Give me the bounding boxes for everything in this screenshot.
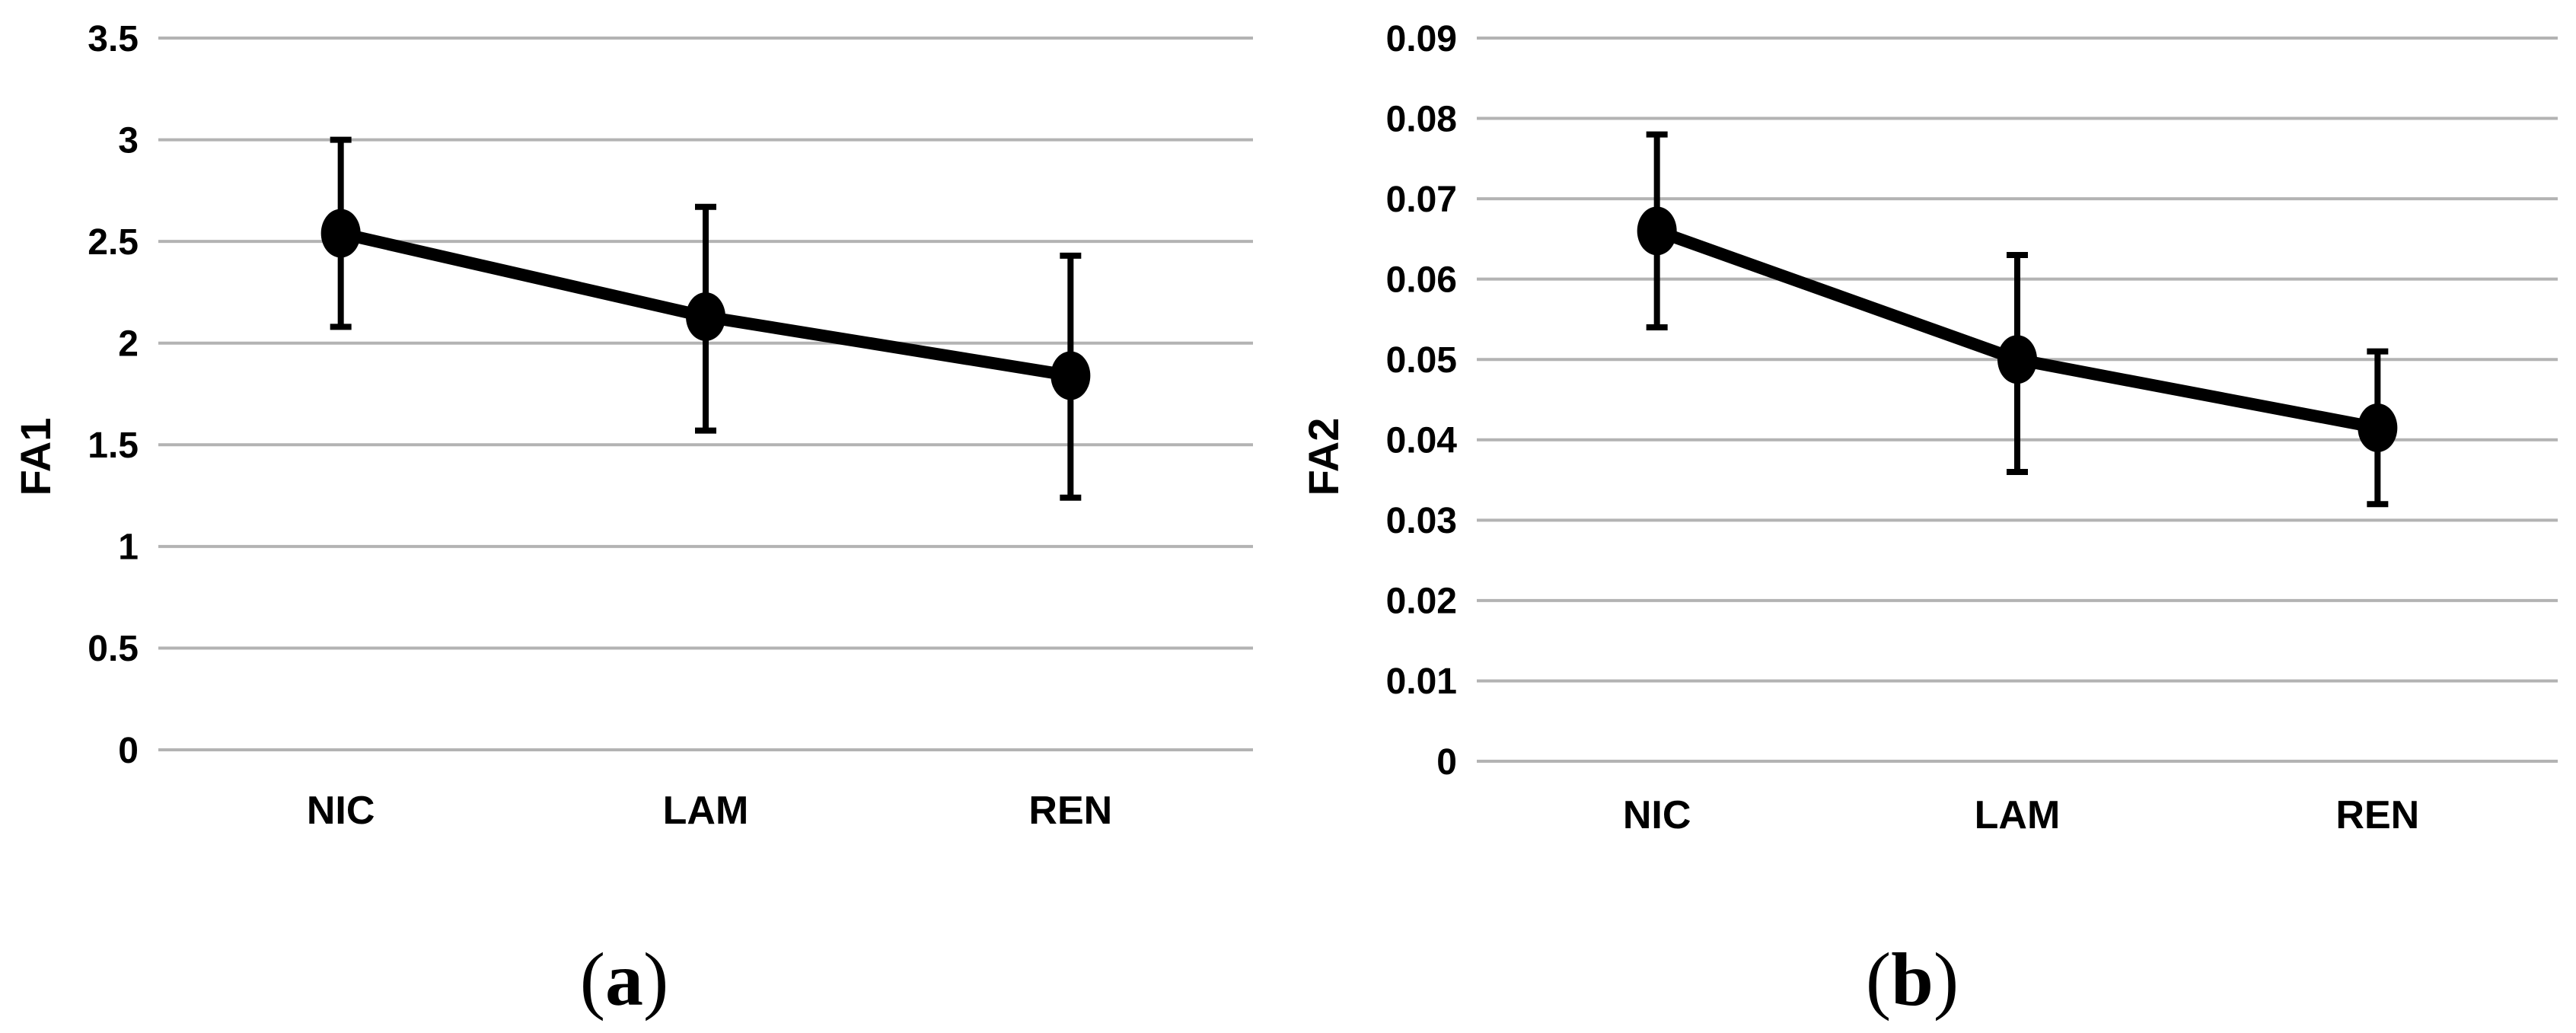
- y-tick-label-0.5: 0.5: [88, 629, 139, 669]
- y-tick-label-0.07: 0.07: [1386, 180, 1457, 220]
- y-tick-label-0.04: 0.04: [1386, 421, 1458, 461]
- y-axis-title-fa1: FA1: [11, 418, 59, 496]
- data-point-ren: [1050, 351, 1091, 400]
- x-category-label-lam: LAM: [1975, 793, 2061, 837]
- chart-b-svg: 0.09 0.08 0.07 0.06 0.05 0.04 0.03 0.02 0.01 0 NIC…: [1299, 19, 2558, 1022]
- y-tick-label-3: 3: [118, 120, 139, 161]
- data-point-ren: [2358, 403, 2398, 452]
- y-tick-label-0.01: 0.01: [1386, 662, 1457, 702]
- y-tick-label-0.09: 0.09: [1386, 19, 1457, 59]
- data-point-lam: [686, 292, 725, 341]
- x-category-label-lam: LAM: [663, 789, 749, 833]
- y-tick-label-0.03: 0.03: [1386, 501, 1457, 541]
- chart-a-svg: 3.5 3 2.5 2 1.5 1 0.5 0 NIC LAM REN FA1 (a): [11, 19, 1253, 1022]
- y-tick-label-2: 2: [118, 324, 139, 365]
- x-category-label-ren: REN: [1028, 789, 1112, 833]
- y-tick-label-2.5: 2.5: [88, 222, 139, 263]
- y-tick-label-0.02: 0.02: [1386, 582, 1457, 622]
- y-tick-label-0: 0: [118, 731, 139, 771]
- chart-panel-a: 3.5 3 2.5 2 1.5 1 0.5 0 NIC LAM REN FA1 (a): [11, 19, 1253, 1022]
- y-tick-label-0.08: 0.08: [1386, 99, 1457, 139]
- chart-panel-b: 0.09 0.08 0.07 0.06 0.05 0.04 0.03 0.02 0.01 0 NIC…: [1288, 0, 2576, 1033]
- x-category-label-ren: REN: [2335, 793, 2419, 837]
- data-point-nic: [320, 209, 361, 258]
- y-tick-label-1.5: 1.5: [88, 426, 139, 466]
- x-category-label-nic: NIC: [1623, 793, 1691, 837]
- y-axis-title-fa2: FA2: [1299, 418, 1347, 496]
- y-tick-label-0: 0: [1436, 742, 1457, 783]
- y-tick-label-0.05: 0.05: [1386, 340, 1457, 381]
- y-tick-label-3.5: 3.5: [88, 19, 139, 59]
- y-tick-label-0.06: 0.06: [1386, 260, 1457, 300]
- panel-caption-b: (b): [1866, 937, 1959, 1022]
- panel-caption-a: (a): [580, 937, 669, 1022]
- y-tick-label-1: 1: [118, 528, 139, 568]
- data-point-nic: [1637, 206, 1677, 256]
- x-category-label-nic: NIC: [307, 789, 375, 833]
- data-point-lam: [1997, 335, 2037, 384]
